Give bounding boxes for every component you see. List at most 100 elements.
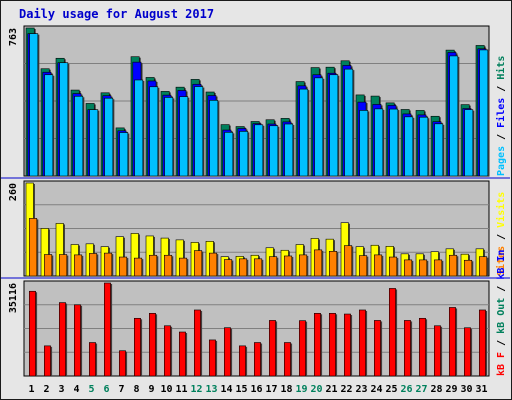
kb-in-bar: [433, 325, 441, 377]
x-tick-label: 16: [250, 384, 262, 395]
kb-in-bar: [179, 331, 186, 377]
sites-bar: [448, 254, 458, 277]
sites-bar: [463, 259, 473, 277]
x-tick-label: 19: [295, 384, 307, 395]
x-tick-label: 7: [118, 384, 124, 395]
pages-bar: [59, 62, 69, 177]
kb-in-bar: [373, 320, 381, 377]
pages-bar: [194, 86, 204, 177]
pages-bar: [479, 49, 489, 177]
legend-separator: /: [496, 228, 507, 246]
x-tick-label: 6: [103, 384, 109, 395]
sites-bar: [313, 249, 323, 277]
legend-entry: Hits: [495, 56, 507, 80]
sites-bar: [134, 257, 143, 277]
sites-bar: [358, 255, 368, 277]
pages-bar: [269, 125, 279, 177]
kb-in-bar: [254, 342, 261, 377]
kb-in-bar: [268, 320, 276, 377]
kb-in-bar: [74, 304, 81, 377]
kb-in-bar: [164, 325, 171, 377]
pages-bar: [179, 96, 189, 177]
kb-in-bar: [104, 282, 111, 377]
legend-separator: /: [496, 280, 507, 298]
x-tick-label: 8: [133, 384, 139, 395]
kb-in-bar: [28, 290, 36, 377]
pages-bar: [104, 97, 114, 177]
sites-bar: [179, 257, 188, 277]
sites-bar: [28, 218, 38, 277]
x-tick-label: 21: [325, 384, 337, 395]
sites-bar: [298, 254, 308, 277]
x-tick-label: 31: [475, 384, 487, 395]
kb-in-bar: [209, 339, 216, 377]
sites-bar: [388, 256, 398, 277]
pages-bar: [419, 116, 429, 177]
legend-entry: kB In: [496, 250, 507, 280]
x-tick-label: 29: [445, 384, 457, 395]
x-tick-label: 3: [58, 384, 64, 395]
legend-entry: Visits: [495, 192, 507, 228]
sites-bar: [433, 259, 443, 277]
kb-in-bar: [328, 313, 336, 377]
kb-in-bar: [194, 309, 201, 377]
kb-in-bar: [119, 350, 126, 377]
legend-separator: /: [496, 128, 507, 146]
legend-entry: kB Out: [496, 298, 507, 334]
pages-bar: [344, 68, 354, 177]
kb-in-bar: [89, 342, 96, 377]
pages-bar: [284, 123, 294, 177]
legend-entry: Sites: [495, 246, 507, 276]
y-max-label: 35116: [8, 283, 19, 313]
x-tick-label: 4: [73, 384, 79, 395]
x-tick-label: 30: [460, 384, 472, 395]
sites-bar: [328, 251, 338, 277]
x-tick-label: 25: [385, 384, 397, 395]
y-max-label: 260: [8, 183, 19, 201]
kb-in-bar: [149, 313, 156, 377]
kb-in-bar: [448, 307, 456, 377]
sites-bar: [343, 245, 353, 277]
pages-bar: [449, 55, 459, 177]
right-legend: Sites / Visits: [495, 192, 507, 276]
pages-bar: [29, 33, 39, 177]
pages-bar: [254, 124, 264, 177]
x-tick-label: 15: [235, 384, 247, 395]
kb-in-bar: [134, 317, 141, 377]
sites-bar: [403, 259, 413, 277]
kb-in-bar: [358, 309, 366, 377]
sites-bar: [58, 254, 68, 277]
kb-in-bar: [388, 288, 396, 377]
chart-title: Daily usage for August 2017: [19, 7, 215, 21]
pages-bar: [164, 97, 174, 177]
pages-bar: [239, 131, 249, 177]
kb-in-bar: [478, 309, 486, 377]
pages-bar: [299, 88, 309, 177]
pages-bar: [434, 123, 444, 177]
sites-bar: [478, 256, 488, 277]
pages-bar: [329, 74, 339, 177]
x-tick-label: 14: [220, 384, 232, 395]
pages-bar: [89, 109, 99, 177]
sites-bar: [89, 253, 98, 277]
sites-bar: [119, 256, 128, 277]
sites-bar: [224, 259, 233, 277]
legend-entry: kB F: [496, 352, 507, 376]
kb-in-bar: [43, 345, 51, 377]
x-tick-label: 5: [88, 384, 94, 395]
legend-separator: /: [496, 334, 507, 352]
x-tick-label: 18: [280, 384, 292, 395]
pages-bar: [134, 79, 144, 177]
kb-in-bar: [418, 317, 426, 377]
pages-bar: [224, 132, 234, 177]
kb-in-bar: [239, 345, 246, 377]
sites-bar: [194, 250, 203, 277]
kb-in-bar: [313, 313, 321, 377]
sites-bar: [418, 259, 428, 277]
x-tick-label: 10: [160, 384, 172, 395]
sites-bar: [373, 254, 383, 277]
pages-bar: [389, 108, 399, 177]
x-tick-label: 23: [355, 384, 367, 395]
sites-bar: [268, 256, 278, 277]
pages-bar: [374, 108, 384, 177]
